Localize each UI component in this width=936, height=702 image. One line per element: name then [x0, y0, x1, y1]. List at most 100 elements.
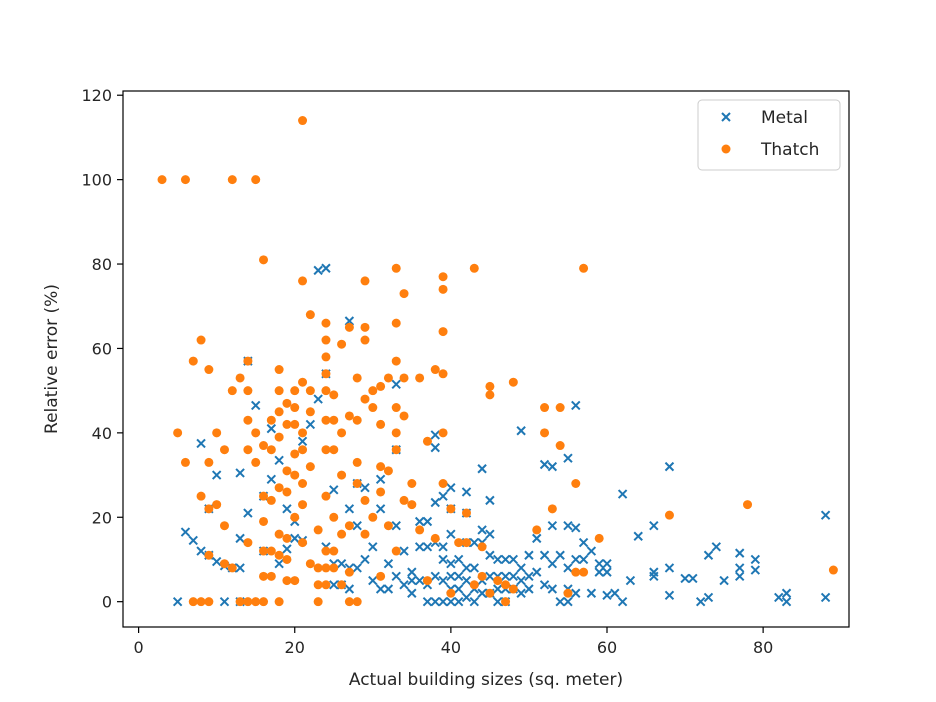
- data-point-thatch: [259, 546, 269, 556]
- data-point-metal: [469, 596, 479, 607]
- data-point-thatch: [555, 441, 565, 451]
- data-point-thatch: [298, 116, 308, 126]
- data-point-metal: [188, 535, 198, 546]
- data-point-thatch: [344, 411, 354, 421]
- data-point-metal: [399, 580, 409, 590]
- data-point-thatch: [563, 588, 573, 598]
- data-point-thatch: [274, 432, 284, 442]
- data-point-thatch: [571, 479, 581, 489]
- data-point-metal: [555, 550, 565, 560]
- data-point-thatch: [251, 457, 261, 467]
- data-point-thatch: [352, 479, 362, 489]
- data-point-thatch: [227, 563, 237, 573]
- data-point-thatch: [196, 597, 206, 607]
- data-point-thatch: [290, 470, 300, 480]
- data-point-thatch: [282, 466, 292, 476]
- data-point-thatch: [227, 386, 237, 396]
- y-tick-label: 0: [102, 593, 112, 612]
- data-point-metal: [430, 596, 440, 607]
- data-point-metal: [750, 565, 761, 575]
- data-point-metal: [774, 592, 784, 603]
- data-point-metal: [485, 571, 495, 582]
- data-point-thatch: [501, 580, 511, 590]
- data-point-thatch: [376, 462, 386, 472]
- data-point-metal: [711, 542, 721, 552]
- data-point-metal: [735, 563, 745, 573]
- data-point-thatch: [227, 175, 237, 185]
- data-point-metal: [571, 588, 581, 598]
- data-point-metal: [493, 596, 503, 607]
- data-point-metal: [407, 567, 417, 577]
- data-point-thatch: [407, 500, 417, 510]
- data-point-thatch: [204, 550, 214, 560]
- data-point-metal: [375, 504, 386, 514]
- data-point-thatch: [313, 525, 323, 535]
- data-point-thatch: [290, 403, 300, 413]
- data-point-thatch: [352, 457, 362, 467]
- data-point-thatch: [422, 576, 432, 586]
- data-point-metal: [563, 453, 573, 463]
- data-point-metal: [344, 504, 355, 514]
- data-point-thatch: [298, 428, 308, 438]
- data-point-thatch: [321, 386, 331, 396]
- data-point-thatch: [219, 445, 229, 455]
- data-point-metal: [446, 529, 456, 539]
- data-point-thatch: [477, 571, 487, 581]
- data-point-thatch: [274, 386, 284, 396]
- x-tick-label: 40: [441, 638, 461, 657]
- data-point-metal: [688, 573, 698, 584]
- data-point-thatch: [259, 571, 269, 581]
- data-point-thatch: [477, 542, 487, 552]
- data-point-thatch: [266, 415, 276, 425]
- data-point-thatch: [454, 538, 464, 548]
- data-point-thatch: [368, 403, 378, 413]
- data-point-thatch: [383, 466, 393, 476]
- legend-marker-thatch: [721, 144, 731, 154]
- data-point-metal: [539, 580, 550, 590]
- data-point-metal: [547, 461, 558, 472]
- data-point-thatch: [204, 504, 214, 514]
- data-point-thatch: [360, 495, 370, 505]
- data-point-thatch: [399, 411, 409, 421]
- data-point-thatch: [243, 356, 253, 366]
- data-point-thatch: [391, 356, 401, 366]
- data-point-metal: [532, 533, 542, 544]
- data-point-metal: [344, 584, 355, 594]
- data-point-metal: [703, 592, 714, 603]
- data-point-metal: [266, 423, 277, 434]
- data-point-metal: [453, 571, 464, 582]
- data-point-metal: [547, 521, 558, 531]
- data-point-metal: [438, 575, 448, 586]
- data-point-metal: [430, 442, 440, 453]
- data-point-thatch: [399, 289, 409, 299]
- data-point-thatch: [579, 567, 589, 577]
- data-point-thatch: [259, 491, 269, 501]
- data-point-thatch: [337, 470, 347, 480]
- data-point-metal: [438, 596, 448, 607]
- data-point-thatch: [430, 365, 440, 375]
- data-point-metal: [493, 554, 503, 565]
- data-point-metal: [391, 571, 401, 582]
- data-point-thatch: [290, 419, 300, 429]
- data-point-metal: [399, 546, 409, 556]
- data-point-metal: [446, 571, 456, 582]
- data-point-metal: [352, 563, 362, 573]
- data-point-metal: [820, 592, 831, 603]
- data-point-thatch: [298, 276, 308, 286]
- data-point-metal: [524, 550, 534, 560]
- data-point-thatch: [290, 512, 300, 522]
- data-point-metal: [735, 571, 745, 582]
- data-point-thatch: [282, 419, 292, 429]
- plot-area-frame: [122, 90, 850, 628]
- data-point-metal: [274, 455, 284, 465]
- data-point-metal: [617, 489, 628, 499]
- data-point-thatch: [383, 521, 393, 531]
- data-point-thatch: [344, 521, 354, 531]
- data-point-metal: [446, 558, 456, 569]
- data-point-metal: [617, 596, 628, 607]
- data-point-thatch: [337, 339, 347, 349]
- data-point-metal: [516, 575, 526, 586]
- data-point-thatch: [329, 415, 339, 425]
- data-point-thatch: [407, 479, 417, 489]
- data-point-metal: [493, 584, 503, 594]
